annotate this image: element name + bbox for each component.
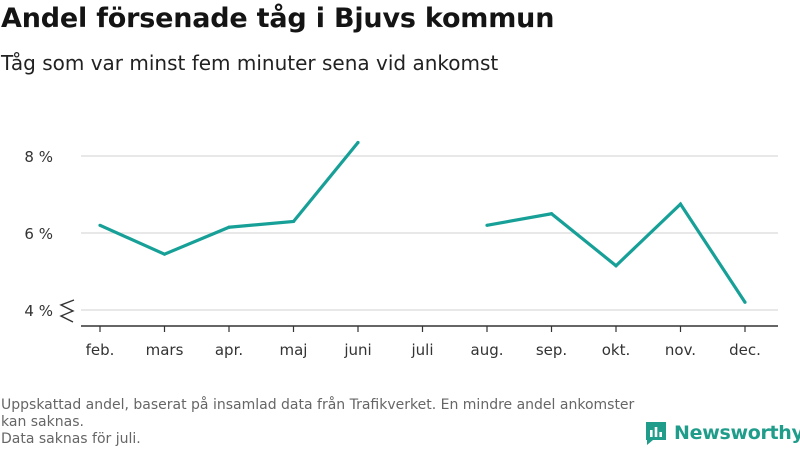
data-point [678,202,683,206]
x-tick-label: apr. [215,341,243,359]
footnote: Uppskattad andel, baserat på insamlad da… [1,397,641,448]
y-axis: 4 % 6 % 8 % [24,148,75,323]
x-tick-label: aug. [471,341,504,359]
axis-break-icon [59,299,75,323]
data-point [485,223,489,227]
series [98,140,747,304]
x-tick-label: okt. [602,341,631,359]
x-tick-label: juli [410,341,433,359]
data-point [227,225,231,229]
line-chart: 4 % 6 % 8 % feb. mars apr. maj juni juli aug. sep… [24,140,778,359]
y-tick-label: 8 % [24,148,53,166]
data-point [614,264,618,268]
footnote-source: Uppskattad andel, baserat på insamlad da… [1,397,635,430]
x-tick-label: nov. [665,341,696,359]
x-tick-label: feb. [86,341,115,359]
series-line [486,201,747,304]
data-point [356,140,360,145]
brand-name: Newsworthy [674,422,800,444]
data-point [291,219,296,224]
chart-subtitle: Tåg som var minst fem minuter sena vid a… [1,51,499,75]
x-axis: feb. mars apr. maj juni juli aug. sep. okt. nov. d… [81,325,778,359]
x-tick-label: dec. [729,341,761,359]
data-point [549,212,554,216]
chart-title: Andel försenade tåg i Bjuvs kommun [1,3,555,34]
footnote-missing-data: Data saknas för juli. [1,431,141,447]
x-tick-label: juni [343,341,371,359]
gridlines [81,155,778,311]
y-tick-label: 4 % [24,302,53,320]
y-tick-label: 6 % [24,225,53,243]
brand-logo[interactable]: Newsworthy [644,419,800,447]
x-tick-label: mars [146,341,184,359]
series-line [99,141,360,256]
x-tick-label: maj [280,341,308,359]
data-point [162,252,167,256]
data-point [743,300,747,304]
data-point [98,223,102,227]
newsworthy-logo-icon [646,422,666,445]
x-tick-label: sep. [536,341,567,359]
